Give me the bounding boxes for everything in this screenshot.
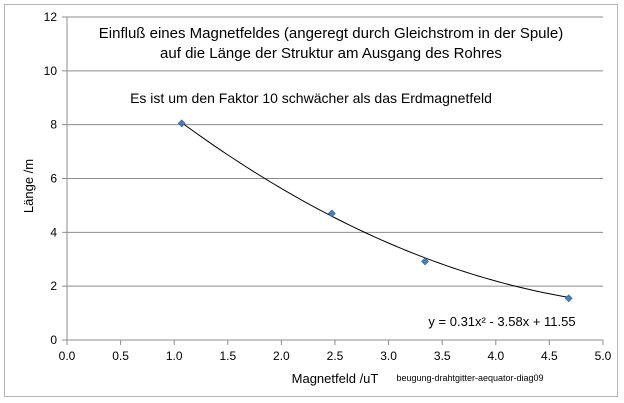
x-tick-label: 5.0 [595, 349, 612, 363]
chart: 0 2 4 6 8 10 12 0.0 0.5 1.0 1.5 2.0 2.5 3.0 3.5 4.0 4.5… [21, 10, 612, 386]
y-tick-label: 4 [50, 225, 57, 239]
y-tick-label: 10 [44, 64, 58, 78]
data-point [421, 257, 429, 266]
chart-title-line1: Einfluß eines Magnetfeldes (angeregt dur… [99, 25, 563, 42]
y-tick-label: 2 [50, 279, 57, 293]
chart-title-line2: auf die Länge der Struktur am Ausgang de… [160, 45, 502, 62]
x-tick-label: 0.5 [112, 349, 129, 363]
x-tick-label: 4.0 [487, 349, 504, 363]
y-tick-label: 12 [44, 10, 58, 24]
x-tick-labels: 0.0 0.5 1.0 1.5 2.0 2.5 3.0 3.5 4.0 4.5 5.0 [59, 349, 612, 363]
x-tick-label: 1.0 [166, 349, 183, 363]
data-point [327, 209, 336, 218]
y-tick-label: 0 [50, 333, 57, 347]
y-tick-label: 8 [50, 118, 57, 132]
x-tick-label: 2.5 [327, 349, 344, 363]
axes [62, 16, 604, 345]
chart-frame: 0 2 4 6 8 10 12 0.0 0.5 1.0 1.5 2.0 2.5 3.0 3.5 4.0 4.5… [4, 4, 618, 397]
y-tick-label: 6 [50, 172, 57, 186]
x-tick-label: 1.5 [219, 349, 236, 363]
x-tick-label: 4.5 [541, 349, 558, 363]
x-tick-label: 3.0 [380, 349, 397, 363]
data-points [177, 119, 573, 303]
y-tick-labels: 0 2 4 6 8 10 12 [44, 10, 58, 347]
data-point [564, 294, 573, 303]
x-tick-label: 0.0 [59, 349, 76, 363]
source-note: beugung-drahtgitter-aequator-diag09 [396, 373, 543, 383]
x-tick-label: 2.0 [273, 349, 290, 363]
x-axis-label: Magnetfeld /uT [292, 371, 379, 386]
x-tick-label: 3.5 [434, 349, 451, 363]
data-point [177, 119, 186, 128]
trendline-curve [181, 122, 569, 298]
trendline-equation: y = 0.31x² - 3.58x + 11.55 [428, 314, 575, 329]
y-axis-label: Länge /m [21, 159, 36, 213]
chart-annotation: Es ist um den Faktor 10 schwächer als da… [130, 90, 492, 106]
